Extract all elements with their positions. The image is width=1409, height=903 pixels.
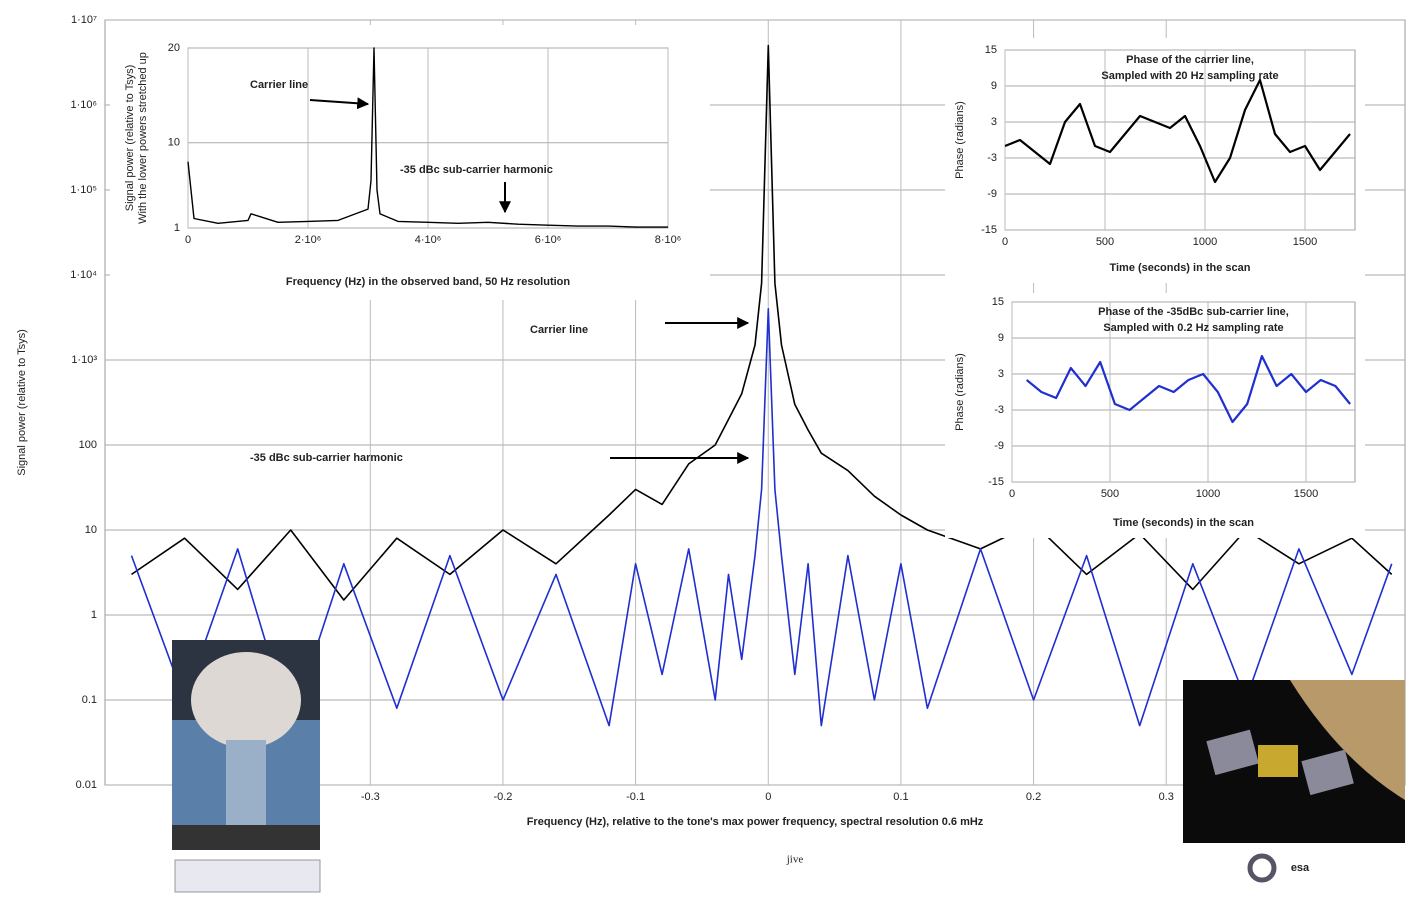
x-axis-label: Frequency (Hz) in the observed band, 50 … <box>286 276 570 288</box>
y-tick-label: 20 <box>168 42 180 54</box>
series-line <box>1004 78 1351 184</box>
y-axis-label: Signal power (relative to Tsys) <box>124 65 136 212</box>
spacecraft-body <box>1258 745 1298 777</box>
solar-panel <box>1301 749 1354 796</box>
series-line <box>131 44 1393 601</box>
annotation: -35 dBc sub-carrier harmonic <box>250 452 403 464</box>
x-tick-label: 0.3 <box>1159 791 1174 803</box>
y-axis-label: Signal power (relative to Tsys) <box>16 329 28 476</box>
chart: -15 -9 -3 3 9 15 0 500 1000 1500 Phase of the carr… <box>945 38 1365 283</box>
y-tick-label: 100 <box>79 439 97 451</box>
x-tick-label: 4·10⁶ <box>415 234 442 246</box>
x-axis-label: Frequency (Hz), relative to the tone's m… <box>527 816 984 828</box>
inset-title: Phase of the carrier line, <box>1126 54 1254 66</box>
series-line <box>187 47 668 228</box>
x-tick-label: 8·10⁶ <box>655 234 682 246</box>
inset-background <box>110 25 710 300</box>
y-axis-label: Phase (radians) <box>954 353 966 431</box>
y-tick-label: 1 <box>91 609 97 621</box>
y-tick-label: -3 <box>987 152 997 164</box>
y-tick-label: 15 <box>985 44 997 56</box>
x-tick-label: 0 <box>185 234 191 246</box>
spacecraft-photo <box>1183 680 1405 843</box>
radome <box>191 652 301 748</box>
x-tick-label: 0 <box>1009 488 1015 500</box>
y-tick-label: -3 <box>994 404 1004 416</box>
ground <box>172 825 320 850</box>
y-axis-note: With the lower powers stretched up <box>137 52 149 224</box>
x-tick-label: 0 <box>765 791 771 803</box>
y-tick-label: 9 <box>998 332 1004 344</box>
y-tick-label: -15 <box>981 224 997 236</box>
y-tick-label: 10 <box>85 524 97 536</box>
y-tick-label: 3 <box>991 116 997 128</box>
planet <box>1290 680 1405 800</box>
x-tick-label: 1000 <box>1196 488 1220 500</box>
y-tick-label: 1 <box>174 222 180 234</box>
annotation: Carrier line <box>530 324 588 336</box>
y-tick-label: 9 <box>991 80 997 92</box>
x-tick-label: 1500 <box>1294 488 1318 500</box>
x-tick-label: 1500 <box>1293 236 1317 248</box>
x-tick-label: 1000 <box>1193 236 1217 248</box>
y-tick-label: 1·10⁶ <box>70 99 97 111</box>
x-tick-label: -0.2 <box>493 791 512 803</box>
x-tick-label: 500 <box>1096 236 1114 248</box>
x-axis-label: Time (seconds) in the scan <box>1109 262 1250 274</box>
x-tick-label: 500 <box>1101 488 1119 500</box>
y-tick-label: 3 <box>998 368 1004 380</box>
esa-logo: esa <box>1291 862 1310 874</box>
y-tick-label: 15 <box>992 296 1004 308</box>
annotation: -35 dBc sub-carrier harmonic <box>400 164 553 176</box>
tower <box>226 740 266 830</box>
esa-mark <box>1247 853 1277 883</box>
annotation-arrow <box>309 97 370 110</box>
telescope-photo <box>172 640 320 850</box>
jive-logo: jive <box>786 854 804 866</box>
y-tick-label: 0.1 <box>82 694 97 706</box>
inset-background <box>945 293 1365 538</box>
inset-subtitle: Sampled with 20 Hz sampling rate <box>1101 70 1278 82</box>
y-tick-label: 1·10⁴ <box>70 269 97 281</box>
y-tick-label: 1·10⁵ <box>70 184 97 196</box>
x-tick-label: 2·10⁶ <box>295 234 322 246</box>
x-axis-label: Time (seconds) in the scan <box>1113 517 1254 529</box>
annotation: Carrier line <box>250 79 308 91</box>
series-line <box>130 308 1393 727</box>
chart: 1 10 20 0 2·10⁶ 4·10⁶ 6·10⁶ 8·10⁶ Signal power (… <box>110 25 710 300</box>
inset-title: Phase of the -35dBc sub-carrier line, <box>1098 306 1289 318</box>
x-tick-label: 0.1 <box>893 791 908 803</box>
solar-panel <box>1206 729 1259 776</box>
x-tick-label: -0.1 <box>626 791 645 803</box>
y-tick-label: -9 <box>987 188 997 200</box>
series-line <box>1026 354 1351 424</box>
y-tick-label: -9 <box>994 440 1004 452</box>
left-logo <box>174 859 321 893</box>
x-tick-label: -0.3 <box>361 791 380 803</box>
y-axis-label: Phase (radians) <box>954 101 966 179</box>
x-tick-label: 6·10⁶ <box>535 234 562 246</box>
chart: -15 -9 -3 3 9 15 0 500 1000 1500 Phase of the -35d… <box>945 293 1365 538</box>
y-tick-label: 1·10⁷ <box>71 14 97 26</box>
inset-subtitle: Sampled with 0.2 Hz sampling rate <box>1103 322 1283 334</box>
y-tick-label: 10 <box>168 137 180 149</box>
y-tick-label: 1·10³ <box>71 354 97 366</box>
y-tick-label: -15 <box>988 476 1004 488</box>
y-tick-label: 0.01 <box>76 779 97 791</box>
x-tick-label: 0.2 <box>1026 791 1041 803</box>
x-tick-label: 0 <box>1002 236 1008 248</box>
inset-background <box>945 38 1365 283</box>
